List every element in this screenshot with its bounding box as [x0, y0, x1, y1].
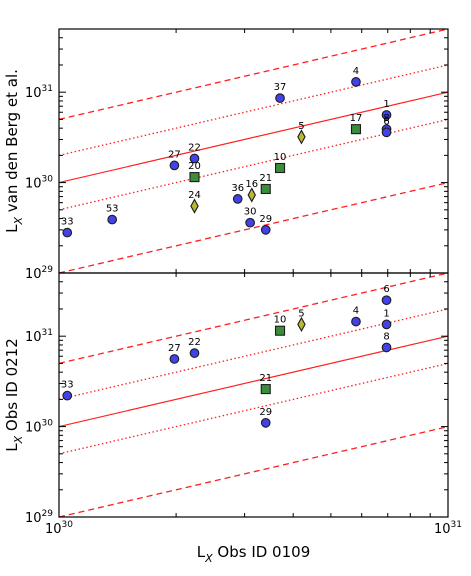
point-5 [297, 129, 306, 145]
point-10 [274, 325, 286, 336]
point-17 [350, 124, 362, 135]
reference-line-dashed [59, 273, 448, 365]
point-label: 29 [259, 214, 272, 225]
point-label: 17 [350, 113, 363, 124]
plot-frame [58, 28, 449, 274]
y-tick-label: 1031 [25, 328, 53, 345]
point-label: 27 [168, 343, 181, 354]
reference-line-dashed [59, 181, 448, 273]
x-tick-label: 1030 [45, 520, 73, 537]
point-16 [247, 187, 256, 203]
point-label: 33 [61, 217, 74, 228]
reference-line-dotted [59, 64, 448, 157]
point-label: 21 [259, 373, 272, 384]
reference-lines [59, 29, 448, 273]
point-21 [260, 183, 271, 195]
point-53 [107, 214, 118, 225]
point-label: 27 [168, 149, 181, 160]
point-label: 36 [231, 183, 244, 194]
y-tick-label: 1030 [25, 175, 53, 192]
reference-line-dashed [59, 29, 448, 121]
point-label: 22 [188, 142, 201, 153]
point-29 [260, 225, 271, 235]
point-6 [381, 127, 392, 138]
point-label: 24 [188, 190, 201, 201]
point-27 [169, 354, 180, 364]
point-label: 29 [259, 407, 272, 418]
point-1 [381, 110, 392, 120]
point-label: 4 [353, 66, 359, 77]
point-29 [260, 418, 271, 428]
point-label: 4 [353, 306, 359, 317]
point-label: 1 [383, 99, 389, 110]
point-36 [232, 194, 243, 204]
point-label: 21 [259, 173, 272, 184]
y-tick-label: 1029 [25, 265, 53, 282]
point-label: 22 [188, 337, 201, 348]
point-label: 53 [106, 204, 119, 215]
point-label: 8 [383, 113, 389, 124]
point-1 [381, 319, 392, 330]
y-axis-label: LX Obs ID 0212 [3, 338, 25, 452]
point-label: 8 [383, 331, 389, 342]
y-axis-label: LX van den Berg et al. [3, 69, 25, 233]
y-tick-label: 1031 [25, 84, 53, 101]
point-label: 37 [274, 82, 287, 93]
point-label: 1 [383, 308, 389, 319]
point-6 [381, 295, 392, 306]
reference-line-solid [59, 91, 448, 184]
point-label: 5 [298, 308, 304, 319]
point-label: 10 [274, 315, 287, 326]
point-label: 16 [245, 179, 258, 190]
point-label: 6 [383, 284, 389, 295]
point-21 [260, 384, 271, 395]
point-37 [275, 93, 285, 103]
point-label: 33 [61, 380, 74, 391]
data-points: 33 27 22 21 29 10 5 4 6 1 8 [61, 284, 392, 428]
point-8 [381, 342, 392, 353]
point-label: 5 [298, 121, 304, 132]
point-4 [351, 77, 361, 87]
y-tick-label: 1030 [25, 419, 53, 436]
point-33 [62, 227, 73, 238]
reference-line-dashed [59, 425, 448, 517]
point-10 [274, 162, 286, 174]
reference-line-dotted [59, 362, 448, 455]
plot-frame [58, 272, 449, 518]
point-20 [189, 172, 200, 183]
point-label: 6 [383, 116, 389, 127]
point-5 [297, 316, 306, 333]
point-30 [245, 217, 255, 228]
point-label: 30 [244, 207, 257, 218]
x-tick-label: 1031 [434, 520, 462, 537]
point-4 [351, 316, 361, 327]
point-22 [189, 153, 200, 164]
point-27 [169, 160, 180, 171]
point-label: 10 [274, 152, 287, 163]
y-tick-label: 1029 [25, 509, 53, 526]
point-22 [189, 348, 200, 358]
reference-line-solid [59, 335, 448, 428]
x-axis-label: LX Obs ID 0109 [197, 543, 311, 565]
point-33 [62, 390, 73, 401]
point-label: 20 [188, 161, 201, 172]
point-24 [190, 198, 199, 214]
